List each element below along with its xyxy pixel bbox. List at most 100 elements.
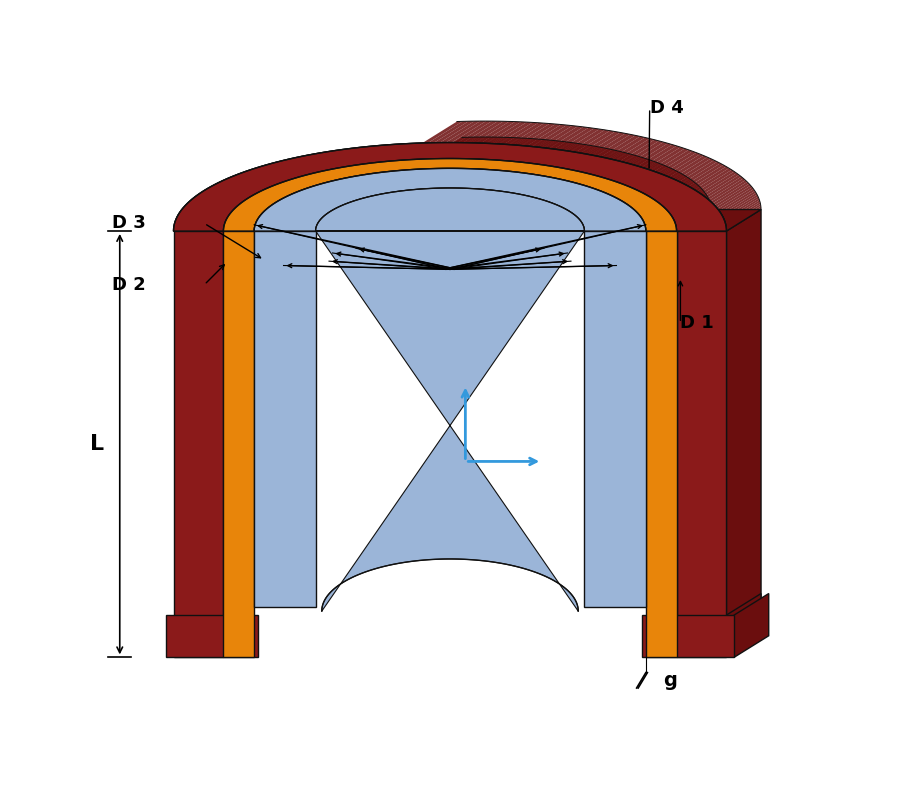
Polygon shape <box>526 125 567 146</box>
Polygon shape <box>532 125 572 147</box>
Polygon shape <box>494 138 534 160</box>
Polygon shape <box>716 186 752 209</box>
Polygon shape <box>174 142 726 231</box>
Polygon shape <box>686 163 724 186</box>
Polygon shape <box>663 186 700 209</box>
Polygon shape <box>544 143 583 166</box>
Polygon shape <box>646 210 711 231</box>
Polygon shape <box>726 210 761 658</box>
Polygon shape <box>586 133 625 155</box>
Polygon shape <box>565 129 605 151</box>
Polygon shape <box>485 138 524 160</box>
Polygon shape <box>584 231 646 607</box>
Polygon shape <box>536 142 574 165</box>
Polygon shape <box>490 138 528 160</box>
Polygon shape <box>677 208 711 231</box>
Polygon shape <box>456 137 495 158</box>
Polygon shape <box>626 164 664 187</box>
Polygon shape <box>571 130 610 152</box>
Text: D 3: D 3 <box>112 214 146 232</box>
Polygon shape <box>174 142 726 231</box>
Polygon shape <box>717 187 753 210</box>
Polygon shape <box>720 191 756 214</box>
Text: D 4: D 4 <box>650 99 683 117</box>
Polygon shape <box>581 150 620 173</box>
Polygon shape <box>516 123 555 146</box>
Polygon shape <box>461 137 500 158</box>
Polygon shape <box>522 141 561 162</box>
Polygon shape <box>540 143 579 165</box>
Polygon shape <box>620 140 659 162</box>
Polygon shape <box>734 594 769 658</box>
Polygon shape <box>724 200 760 223</box>
Polygon shape <box>670 193 706 216</box>
Polygon shape <box>634 143 672 166</box>
Polygon shape <box>498 122 538 144</box>
Polygon shape <box>674 199 709 222</box>
Polygon shape <box>676 205 711 228</box>
Polygon shape <box>652 177 689 200</box>
Polygon shape <box>487 122 526 144</box>
Polygon shape <box>617 161 655 183</box>
Polygon shape <box>590 152 627 174</box>
Polygon shape <box>254 231 316 607</box>
Polygon shape <box>469 122 509 143</box>
Polygon shape <box>665 187 701 210</box>
Polygon shape <box>526 142 565 163</box>
Polygon shape <box>480 138 519 159</box>
Polygon shape <box>706 177 743 200</box>
Polygon shape <box>726 208 761 231</box>
Polygon shape <box>521 124 561 146</box>
Polygon shape <box>658 151 697 174</box>
Polygon shape <box>719 189 755 213</box>
Polygon shape <box>254 168 646 231</box>
Polygon shape <box>597 154 634 177</box>
Polygon shape <box>436 137 476 158</box>
Polygon shape <box>457 121 498 142</box>
Polygon shape <box>646 210 680 607</box>
Polygon shape <box>509 123 550 145</box>
Polygon shape <box>726 204 760 227</box>
Polygon shape <box>446 121 486 142</box>
Polygon shape <box>549 127 589 149</box>
Polygon shape <box>440 121 481 142</box>
Polygon shape <box>705 175 742 198</box>
Polygon shape <box>723 194 758 218</box>
Polygon shape <box>610 138 650 160</box>
Polygon shape <box>620 162 658 185</box>
Polygon shape <box>630 166 667 188</box>
Polygon shape <box>677 210 711 658</box>
Polygon shape <box>654 178 691 202</box>
Polygon shape <box>675 200 710 223</box>
Polygon shape <box>645 173 682 196</box>
Polygon shape <box>590 134 630 156</box>
Polygon shape <box>682 162 720 185</box>
Polygon shape <box>596 134 635 157</box>
Polygon shape <box>538 126 578 148</box>
Polygon shape <box>464 121 504 142</box>
Polygon shape <box>614 159 652 182</box>
Polygon shape <box>673 198 708 220</box>
Polygon shape <box>475 122 516 143</box>
Text: L: L <box>90 434 104 454</box>
Polygon shape <box>503 139 543 161</box>
Polygon shape <box>648 174 685 197</box>
Polygon shape <box>316 231 584 611</box>
Polygon shape <box>713 182 749 206</box>
Polygon shape <box>642 146 680 169</box>
Polygon shape <box>624 163 662 186</box>
Polygon shape <box>578 150 616 172</box>
Polygon shape <box>432 137 472 158</box>
Polygon shape <box>223 231 254 658</box>
Polygon shape <box>616 138 654 162</box>
Polygon shape <box>584 210 680 231</box>
Polygon shape <box>695 168 732 191</box>
Polygon shape <box>611 158 649 181</box>
Polygon shape <box>557 146 596 168</box>
Polygon shape <box>518 140 556 162</box>
Polygon shape <box>668 190 704 213</box>
Polygon shape <box>560 128 599 150</box>
Polygon shape <box>629 142 668 165</box>
Polygon shape <box>428 138 467 159</box>
Polygon shape <box>481 122 521 143</box>
